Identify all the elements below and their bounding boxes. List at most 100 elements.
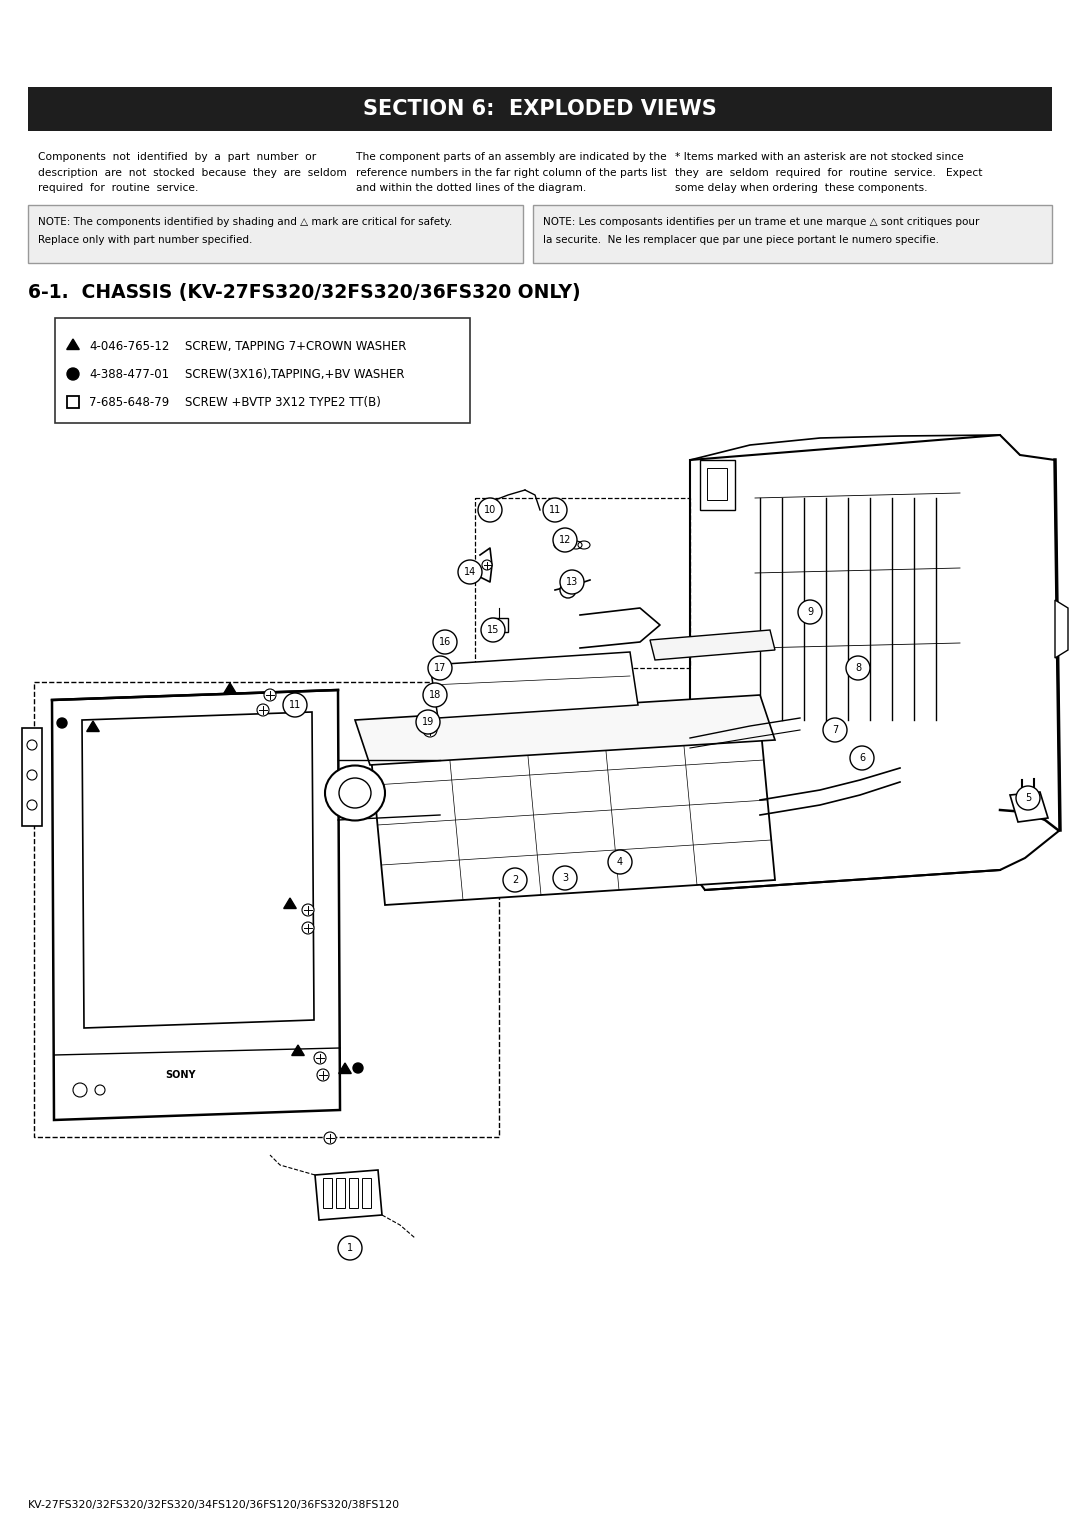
- Circle shape: [543, 498, 567, 523]
- Text: description  are  not  stocked  because  they  are  seldom: description are not stocked because they…: [38, 168, 347, 177]
- Text: 6: 6: [859, 753, 865, 762]
- Text: The component parts of an assembly are indicated by the: The component parts of an assembly are i…: [356, 151, 666, 162]
- Circle shape: [264, 689, 276, 701]
- Text: 4: 4: [617, 857, 623, 866]
- Circle shape: [338, 1236, 362, 1261]
- Text: 12: 12: [558, 535, 571, 545]
- Text: * Items marked with an asterisk are not stocked since: * Items marked with an asterisk are not …: [675, 151, 963, 162]
- Polygon shape: [650, 630, 775, 660]
- Bar: [349, 1178, 357, 1209]
- Circle shape: [27, 770, 37, 779]
- Text: 8: 8: [855, 663, 861, 672]
- Text: 3: 3: [562, 872, 568, 883]
- Text: 5: 5: [1025, 793, 1031, 804]
- Polygon shape: [339, 1063, 351, 1074]
- Text: 17: 17: [434, 663, 446, 672]
- Text: 11: 11: [288, 700, 301, 711]
- Text: SCREW, TAPPING 7+CROWN WASHER: SCREW, TAPPING 7+CROWN WASHER: [185, 341, 406, 353]
- Text: 15: 15: [487, 625, 499, 636]
- Text: KV-27FS320/32FS320/32FS320/34FS120/36FS120/36FS320/38FS120: KV-27FS320/32FS320/32FS320/34FS120/36FS1…: [28, 1500, 400, 1510]
- Bar: [362, 1178, 372, 1209]
- Polygon shape: [284, 898, 296, 909]
- Bar: [336, 1178, 345, 1209]
- Circle shape: [798, 601, 822, 623]
- Polygon shape: [690, 435, 1059, 889]
- Text: required  for  routine  service.: required for routine service.: [38, 183, 199, 193]
- Text: 9: 9: [807, 607, 813, 617]
- Polygon shape: [370, 720, 775, 905]
- Text: NOTE: Les composants identifies per un trame et une marque △ sont critiques pour: NOTE: Les composants identifies per un t…: [543, 217, 980, 228]
- Text: SONY: SONY: [165, 1070, 195, 1080]
- Circle shape: [503, 868, 527, 892]
- Circle shape: [423, 723, 437, 736]
- Text: SCREW +BVTP 3X12 TYPE2 TT(B): SCREW +BVTP 3X12 TYPE2 TT(B): [185, 396, 381, 410]
- Polygon shape: [355, 695, 775, 766]
- Circle shape: [458, 559, 482, 584]
- Circle shape: [428, 656, 453, 680]
- Circle shape: [482, 559, 492, 570]
- FancyBboxPatch shape: [534, 205, 1052, 263]
- Circle shape: [27, 801, 37, 810]
- Text: 7-685-648-79: 7-685-648-79: [89, 396, 170, 410]
- Text: SCREW(3X16),TAPPING,+BV WASHER: SCREW(3X16),TAPPING,+BV WASHER: [185, 368, 405, 380]
- Bar: [22, 727, 42, 827]
- Circle shape: [95, 1085, 105, 1096]
- Polygon shape: [52, 691, 340, 1120]
- Circle shape: [850, 746, 874, 770]
- Text: Replace only with part number specified.: Replace only with part number specified.: [38, 235, 253, 244]
- Text: 10: 10: [484, 504, 496, 515]
- Text: 6-1.  CHASSIS (KV-27FS320/32FS320/36FS320 ONLY): 6-1. CHASSIS (KV-27FS320/32FS320/36FS320…: [28, 283, 581, 303]
- Circle shape: [314, 1051, 326, 1063]
- Text: 2: 2: [512, 876, 518, 885]
- Circle shape: [1016, 785, 1040, 810]
- Circle shape: [283, 694, 307, 717]
- Circle shape: [553, 529, 577, 552]
- Circle shape: [302, 905, 314, 915]
- Circle shape: [324, 1132, 336, 1144]
- Bar: [490, 617, 508, 633]
- Polygon shape: [224, 683, 237, 694]
- Circle shape: [553, 866, 577, 889]
- Circle shape: [433, 630, 457, 654]
- Circle shape: [67, 368, 79, 380]
- Text: 19: 19: [422, 717, 434, 727]
- Text: 14: 14: [464, 567, 476, 578]
- Circle shape: [608, 850, 632, 874]
- Circle shape: [561, 582, 576, 597]
- Polygon shape: [315, 1170, 382, 1219]
- Circle shape: [318, 1070, 329, 1080]
- Polygon shape: [1010, 792, 1048, 822]
- Circle shape: [561, 570, 584, 594]
- Circle shape: [481, 617, 505, 642]
- Text: reference numbers in the far right column of the parts list: reference numbers in the far right colum…: [356, 168, 666, 177]
- Text: and within the dotted lines of the diagram.: and within the dotted lines of the diagr…: [356, 183, 586, 193]
- Text: some delay when ordering  these components.: some delay when ordering these component…: [675, 183, 928, 193]
- Text: they  are  seldom  required  for  routine  service.   Expect: they are seldom required for routine ser…: [675, 168, 983, 177]
- Text: 13: 13: [566, 578, 578, 587]
- Circle shape: [846, 656, 870, 680]
- Text: 16: 16: [438, 637, 451, 646]
- Circle shape: [478, 498, 502, 523]
- Text: 11: 11: [549, 504, 562, 515]
- Text: 4-046-765-12: 4-046-765-12: [89, 341, 170, 353]
- Bar: [28, 87, 1052, 131]
- Circle shape: [823, 718, 847, 743]
- Text: 18: 18: [429, 691, 441, 700]
- Polygon shape: [430, 652, 638, 718]
- Text: 1: 1: [347, 1242, 353, 1253]
- Circle shape: [27, 740, 37, 750]
- Bar: [33, 681, 499, 1137]
- Bar: [55, 318, 470, 423]
- Text: Components  not  identified  by  a  part  number  or: Components not identified by a part numb…: [38, 151, 316, 162]
- Bar: [700, 460, 735, 510]
- Bar: [475, 498, 690, 668]
- Text: 7: 7: [832, 724, 838, 735]
- Ellipse shape: [339, 778, 372, 808]
- Circle shape: [416, 711, 440, 733]
- Circle shape: [57, 718, 67, 727]
- Text: SECTION 6:  EXPLODED VIEWS: SECTION 6: EXPLODED VIEWS: [363, 99, 717, 119]
- Polygon shape: [67, 339, 79, 350]
- Polygon shape: [86, 721, 99, 732]
- Circle shape: [73, 1083, 87, 1097]
- Bar: [323, 1178, 332, 1209]
